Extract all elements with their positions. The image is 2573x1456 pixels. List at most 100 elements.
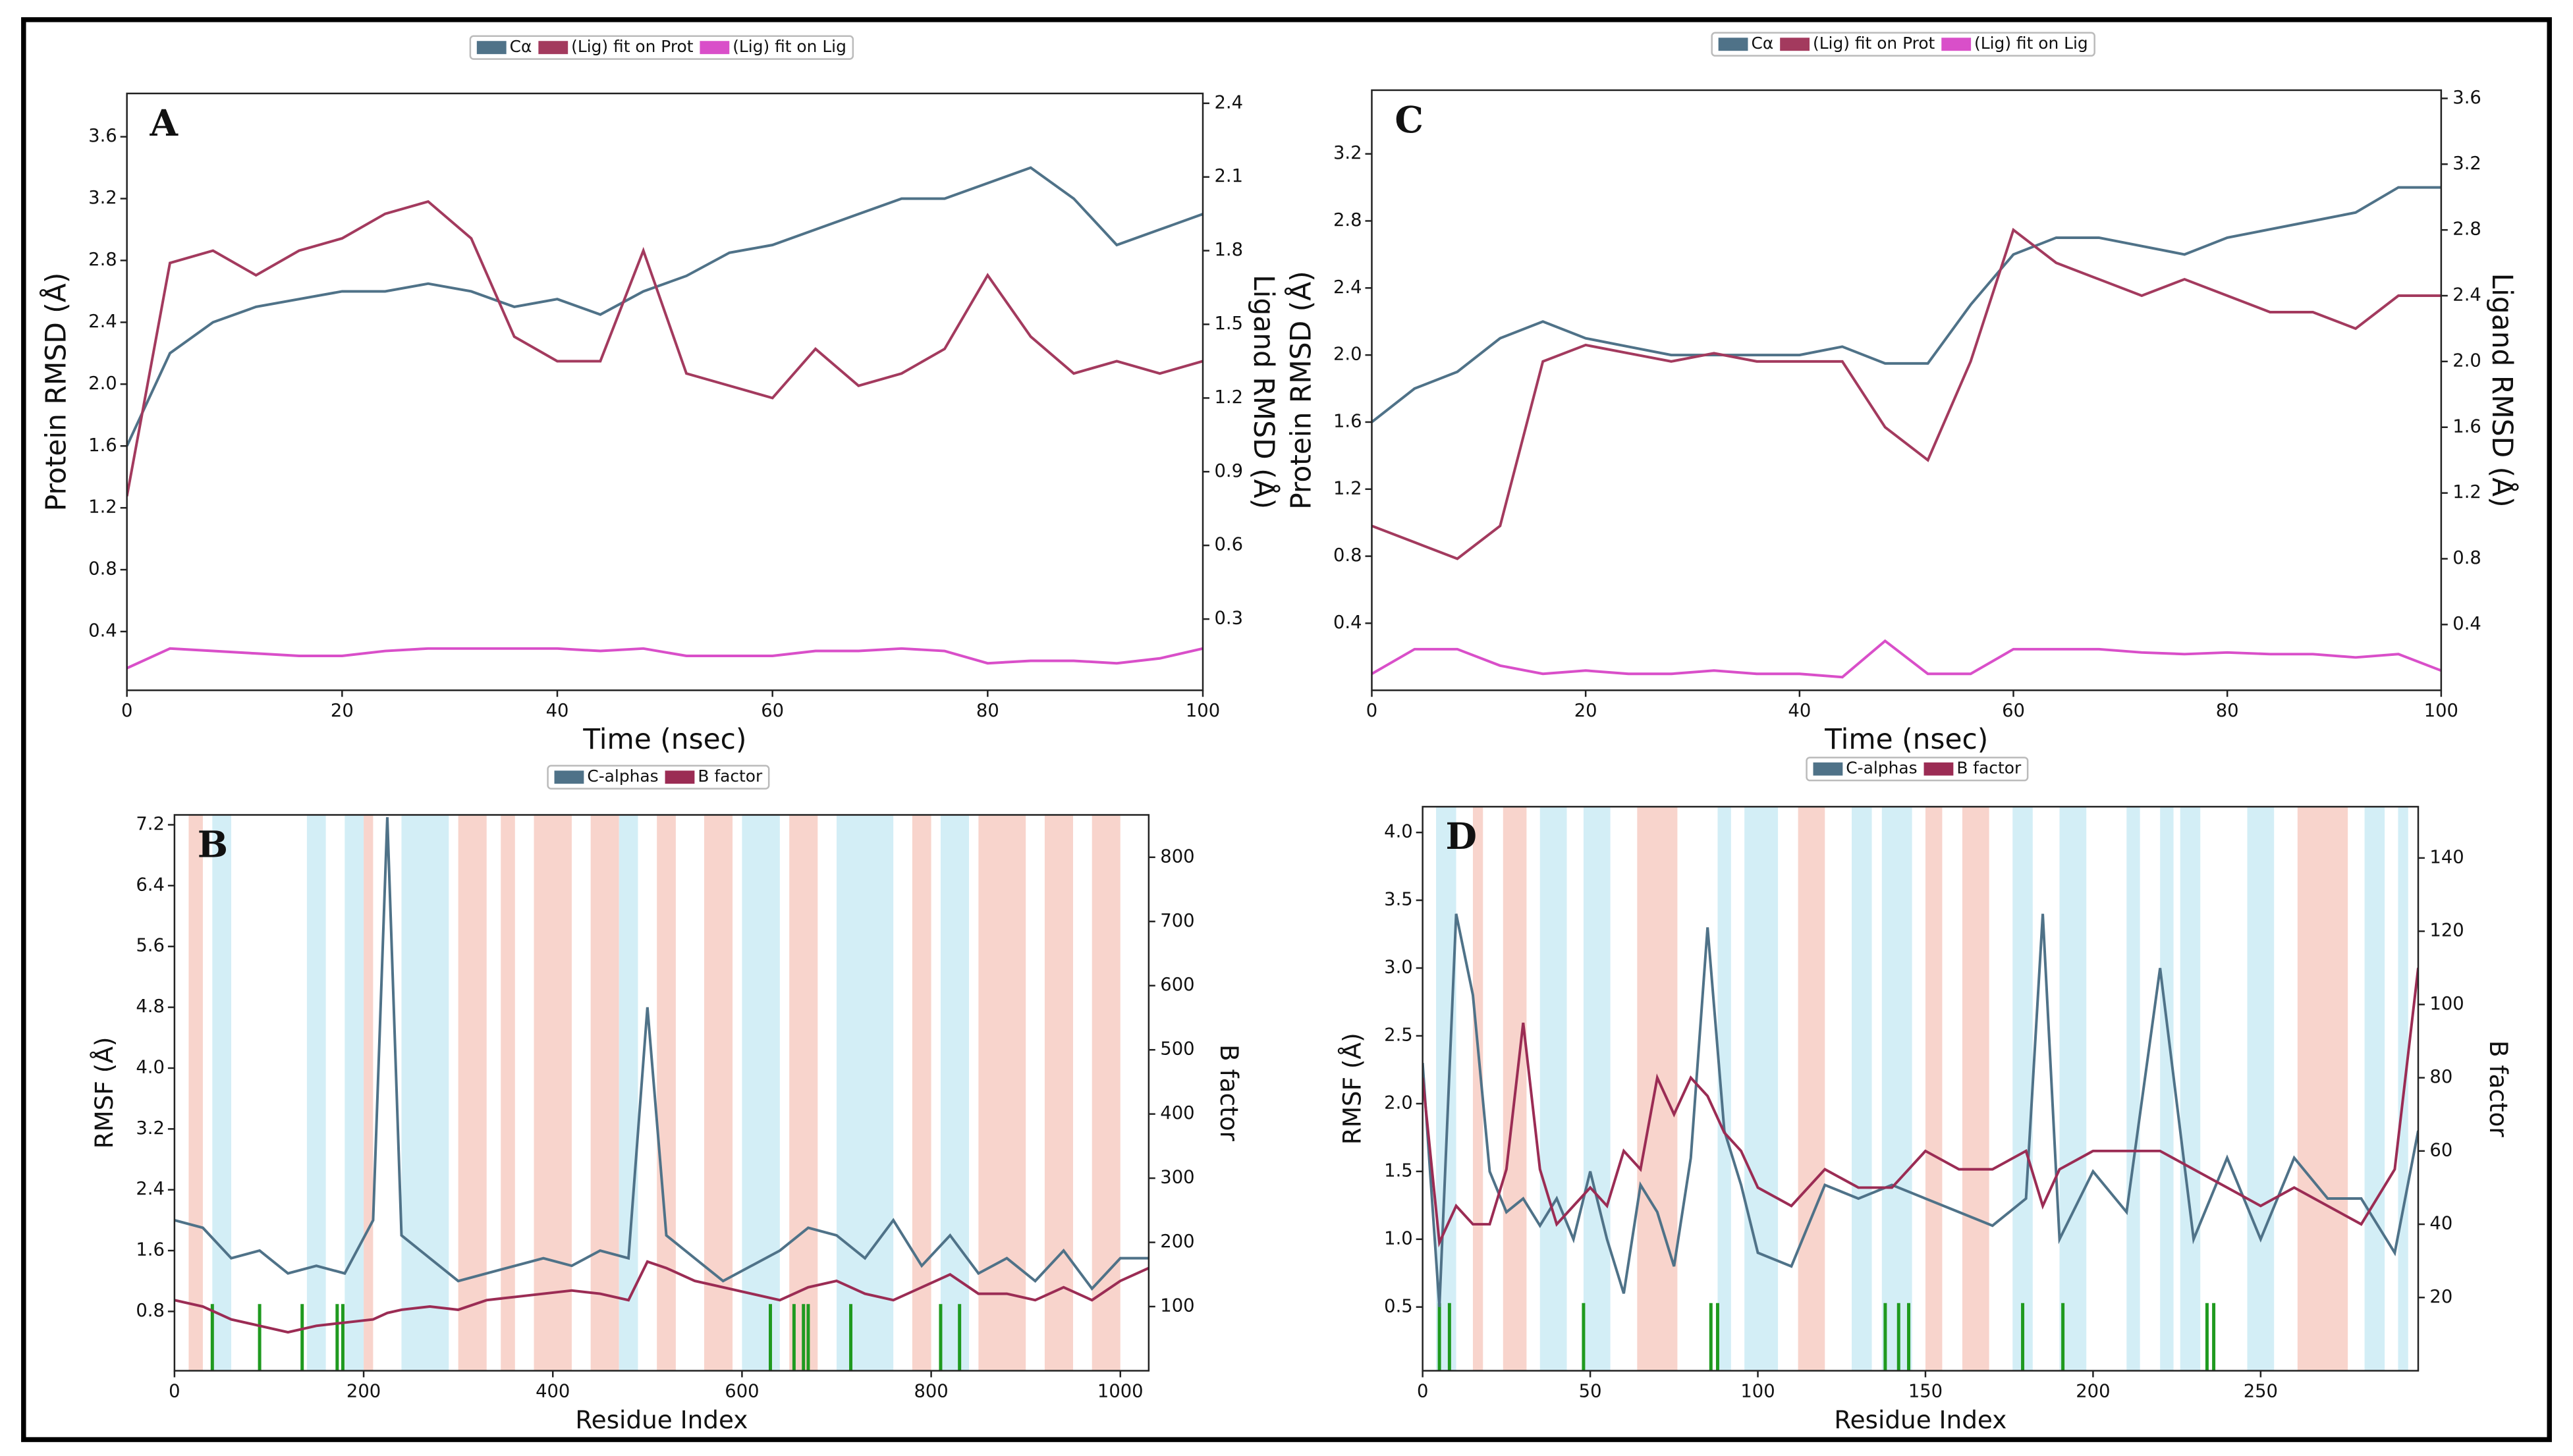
helix-band bbox=[1925, 807, 1943, 1371]
y-axis-label: RMSF (Å) bbox=[90, 1037, 119, 1149]
x-tick-label: 0 bbox=[1417, 1381, 1428, 1401]
x-tick-label: 50 bbox=[1579, 1381, 1602, 1401]
x-tick-label: 0 bbox=[1366, 701, 1377, 721]
legend-label: Cα bbox=[510, 37, 532, 56]
y-tick-label: 3.5 bbox=[1384, 890, 1413, 910]
plot-area bbox=[1422, 807, 2419, 1371]
y2-tick-label: 200 bbox=[1160, 1231, 1194, 1252]
legend-swatch bbox=[665, 770, 695, 784]
helix-band bbox=[501, 815, 515, 1371]
x-tick-label: 250 bbox=[2244, 1381, 2278, 1401]
y2-axis-label: Ligand RMSD (Å) bbox=[2486, 273, 2519, 508]
plot-frame bbox=[1371, 89, 2443, 691]
y2-tick-label: 100 bbox=[1160, 1296, 1194, 1316]
y-tick-label: 3.6 bbox=[88, 126, 117, 146]
plot-area bbox=[174, 815, 1149, 1371]
strand-band bbox=[306, 815, 326, 1371]
y-tick-label: 2.4 bbox=[88, 311, 117, 332]
y-tick-label: 3.2 bbox=[136, 1118, 165, 1139]
strand-band bbox=[401, 815, 449, 1371]
y2-tick-label: 0.6 bbox=[1214, 535, 1243, 555]
y2-tick-label: 120 bbox=[2429, 921, 2464, 941]
x-tick-label: 100 bbox=[2424, 701, 2458, 721]
y2-tick-label: 1.8 bbox=[1214, 240, 1243, 260]
legend-box bbox=[547, 765, 770, 790]
legend-swatch bbox=[1923, 762, 1954, 776]
x-tick-label: 600 bbox=[725, 1381, 759, 1401]
legend-swatch bbox=[1813, 762, 1843, 776]
strand-band bbox=[212, 815, 232, 1371]
series-line bbox=[174, 817, 1149, 1291]
helix-band bbox=[1472, 807, 1483, 1371]
y2-tick-label: 700 bbox=[1160, 911, 1194, 931]
y-tick-label: 3.2 bbox=[1333, 143, 1362, 163]
y2-tick-label: 0.8 bbox=[2452, 548, 2481, 568]
strand-band bbox=[742, 815, 780, 1371]
plot-frame bbox=[173, 814, 1150, 1372]
y-tick-label: 3.2 bbox=[88, 188, 117, 208]
strand-band bbox=[345, 815, 364, 1371]
y-tick-label: 2.8 bbox=[1333, 210, 1362, 230]
legend-swatch bbox=[1718, 38, 1748, 51]
legend-swatch bbox=[1941, 38, 1972, 51]
y-tick-label: 4.0 bbox=[136, 1057, 165, 1077]
y2-tick-label: 3.6 bbox=[2452, 88, 2481, 108]
y2-tick-label: 1.6 bbox=[2452, 416, 2481, 437]
strand-band bbox=[1717, 807, 1731, 1371]
y2-tick-label: 100 bbox=[2429, 994, 2464, 1014]
y-tick-label: 3.0 bbox=[1384, 957, 1413, 978]
legend-swatch bbox=[1780, 38, 1810, 51]
series-line bbox=[1371, 186, 2441, 423]
y-tick-label: 0.5 bbox=[1384, 1296, 1413, 1316]
y-tick-label: 6.4 bbox=[136, 875, 165, 895]
strand-band bbox=[2364, 807, 2385, 1371]
helix-band bbox=[2297, 807, 2348, 1371]
series-line bbox=[1371, 227, 2441, 560]
legend-box bbox=[469, 35, 854, 60]
helix-band bbox=[188, 815, 203, 1371]
x-tick-label: 60 bbox=[761, 701, 784, 721]
panel-letter: C bbox=[1395, 99, 1424, 141]
helix-band bbox=[458, 815, 487, 1371]
legend-label: C-alphas bbox=[587, 767, 658, 786]
strand-band bbox=[1881, 807, 1912, 1371]
helix-band bbox=[590, 815, 619, 1371]
y-tick-label: 1.5 bbox=[1384, 1160, 1413, 1181]
x-axis-label: Time (nsec) bbox=[582, 723, 746, 755]
y-axis-label: Protein RMSD (Å) bbox=[40, 273, 72, 512]
y-tick-label: 7.2 bbox=[136, 814, 165, 834]
legend: Cα (Lig) fit on Prot (Lig) fit on Lig bbox=[469, 35, 854, 60]
y2-tick-label: 2.8 bbox=[2452, 219, 2481, 240]
helix-band bbox=[1044, 815, 1073, 1371]
y-tick-label: 0.4 bbox=[88, 621, 117, 641]
legend-label: B factor bbox=[698, 767, 763, 786]
panel: 0 50 100 150 200 250 0.5 1.0 1.5 2.0 2.5 3.0 3.5 4.0 2… bbox=[1338, 757, 2513, 1434]
strand-band bbox=[2247, 807, 2275, 1371]
x-axis-label: Residue Index bbox=[575, 1405, 748, 1434]
y2-tick-label: 0.9 bbox=[1214, 461, 1243, 481]
y-axis-label: RMSF (Å) bbox=[1338, 1033, 1367, 1145]
helix-band bbox=[364, 815, 374, 1371]
y2-tick-label: 1.2 bbox=[2452, 482, 2481, 502]
x-tick-label: 80 bbox=[976, 701, 999, 721]
y-tick-label: 1.6 bbox=[88, 435, 117, 456]
x-tick-label: 100 bbox=[1740, 1381, 1775, 1401]
plot-area bbox=[126, 166, 1204, 670]
strand-band bbox=[2180, 807, 2201, 1371]
x-tick-label: 800 bbox=[914, 1381, 948, 1401]
y2-axis-label: B factor bbox=[1215, 1044, 1244, 1141]
y2-axis-label: Ligand RMSD (Å) bbox=[1248, 275, 1281, 509]
y-tick-label: 2.4 bbox=[136, 1179, 165, 1199]
y2-tick-label: 140 bbox=[2429, 847, 2464, 867]
y2-tick-label: 40 bbox=[2429, 1214, 2452, 1234]
panel-letter: A bbox=[150, 102, 179, 144]
y2-tick-label: 80 bbox=[2429, 1067, 2452, 1087]
legend-label: Cα bbox=[1751, 34, 1773, 53]
helix-band bbox=[789, 815, 818, 1371]
strand-band bbox=[1852, 807, 1872, 1371]
legend-swatch bbox=[700, 41, 730, 55]
y2-tick-label: 1.5 bbox=[1214, 313, 1243, 334]
panel: 0 20 40 60 80 100 0.4 0.8 1.2 1.6 2.0 2.4 2.8 3.2 0.4 0… bbox=[1284, 32, 2519, 755]
